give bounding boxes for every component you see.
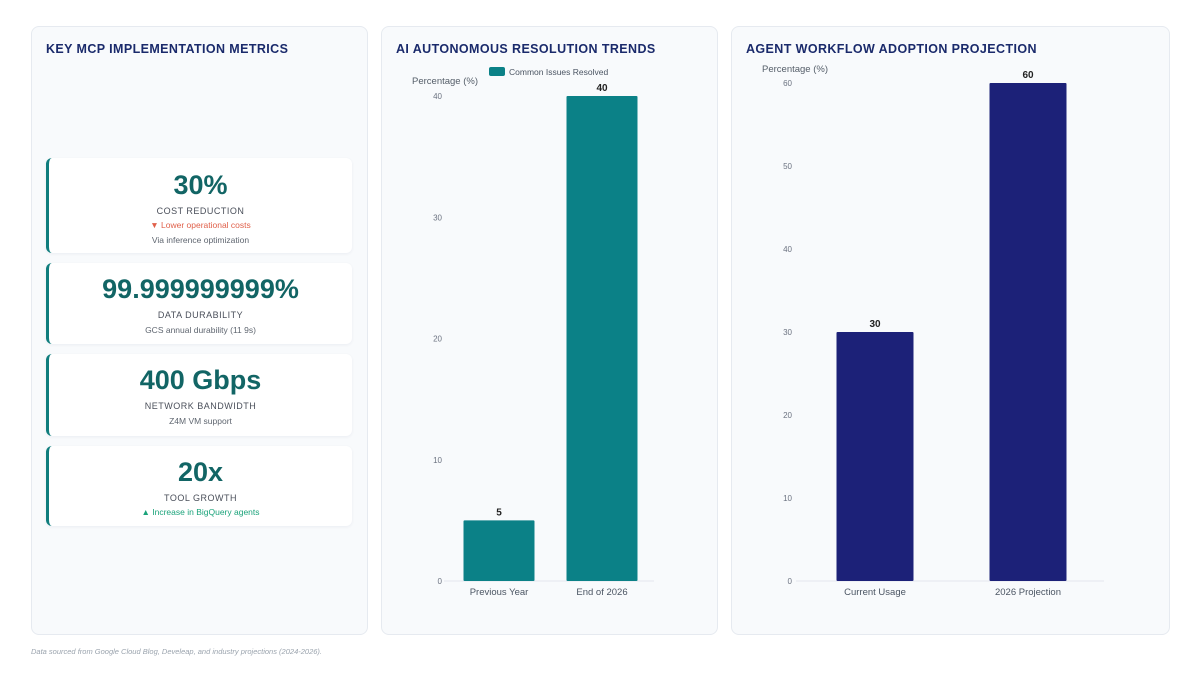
metric-trend: ▼ Lower operational costs [150,220,251,230]
y-tick-label: 30 [433,213,442,222]
data-label: 60 [1022,70,1034,81]
y-axis-label: Percentage (%) [762,64,828,75]
y-tick-label: 40 [783,245,792,254]
y-tick-label: 50 [783,162,792,171]
x-tick-label: End of 2026 [576,587,627,598]
legend-label: Common Issues Resolved [509,67,608,77]
metric-note: Via inference optimization [151,235,250,245]
metric-label: TOOL GROWTH [164,493,237,503]
metric-trend: ▲ Increase in BigQuery agents [141,507,260,517]
metric-card-network-bandwidth: 400 Gbps NETWORK BANDWIDTH Z4M VM suppor… [46,354,352,436]
bar [989,83,1067,581]
metric-card-tool-growth: 20x TOOL GROWTH ▲ Increase in BigQuery a… [46,446,352,526]
metric-value: 20x [177,457,224,487]
metric-note: GCS annual durability (11 9s) [145,325,256,335]
metrics-panel: KEY MCP IMPLEMENTATION METRICS 30% COST … [31,26,368,635]
adoption-panel: AGENT WORKFLOW ADOPTION PROJECTION 0 10 20… [731,26,1170,635]
data-label: 5 [496,507,502,518]
y-tick-label: 0 [788,577,793,586]
resolution-panel-title: AI AUTONOMOUS RESOLUTION TRENDS [396,42,656,56]
x-tick-label: 2026 Projection [995,587,1061,598]
metric-value: 99.999999999% [102,274,299,304]
metric-label: COST REDUCTION [156,206,245,216]
y-tick-label: 20 [433,335,442,344]
metric-card-data-durability: 99.999999999% DATA DURABILITY GCS annual… [46,263,352,344]
bar [836,332,914,581]
data-label: 40 [596,83,608,94]
bar [566,96,638,581]
metric-value: 400 Gbps [139,365,262,395]
y-tick-label: 20 [783,411,792,420]
footnote: Data sourced from Google Cloud Blog, Dev… [31,647,322,656]
x-tick-label: Current Usage [844,587,906,598]
bar [463,520,535,581]
y-tick-label: 10 [433,456,442,465]
metric-value: 30% [173,170,228,200]
metric-card-cost-reduction: 30% COST REDUCTION ▼ Lower operational c… [46,158,352,253]
metric-note: Z4M VM support [169,416,232,426]
y-tick-label: 40 [433,92,442,101]
x-tick-label: Previous Year [470,587,529,598]
data-label: 30 [869,319,881,330]
y-axis-label: Percentage (%) [412,76,478,87]
resolution-chart: 0 10 20 30 40 Percentage (%) Common Issues Res… [412,67,654,598]
y-tick-label: 10 [783,494,792,503]
adoption-panel-title: AGENT WORKFLOW ADOPTION PROJECTION [746,42,1037,56]
y-tick-label: 0 [438,577,443,586]
y-tick-label: 60 [783,79,792,88]
legend-swatch [489,67,505,76]
metrics-panel-title: KEY MCP IMPLEMENTATION METRICS [46,42,289,56]
metric-label: DATA DURABILITY [157,310,244,320]
y-tick-label: 30 [783,328,792,337]
metric-label: NETWORK BANDWIDTH [144,401,257,411]
resolution-panel: AI AUTONOMOUS RESOLUTION TRENDS 0 10 20 30 4… [381,26,718,635]
adoption-chart: 0 10 20 30 40 50 60 Percentage (%) 30 Current Usa… [762,64,1104,598]
